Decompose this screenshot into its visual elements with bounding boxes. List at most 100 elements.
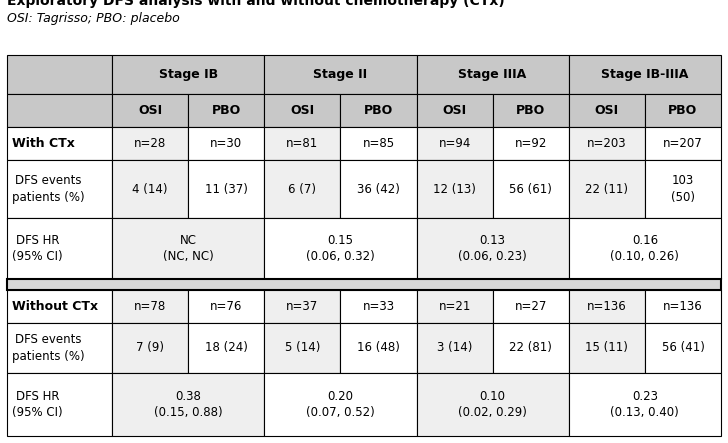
Text: 0.13
(0.06, 0.23): 0.13 (0.06, 0.23) — [458, 234, 527, 263]
Bar — [112, 218, 264, 279]
Text: DFS events
patients (%): DFS events patients (%) — [12, 174, 84, 204]
Text: OSI: Tagrisso; PBO: placebo: OSI: Tagrisso; PBO: placebo — [7, 12, 180, 25]
Text: 22 (81): 22 (81) — [510, 342, 552, 354]
Text: 18 (24): 18 (24) — [205, 342, 248, 354]
Bar — [341, 94, 416, 127]
Text: DFS events
patients (%): DFS events patients (%) — [12, 333, 84, 363]
Text: With CTx: With CTx — [12, 137, 75, 150]
Text: n=81: n=81 — [286, 137, 318, 150]
Text: OSI: OSI — [595, 104, 619, 117]
Bar — [645, 160, 721, 218]
Text: OSI: OSI — [138, 104, 162, 117]
Bar — [7, 55, 112, 94]
Bar — [112, 290, 188, 323]
Bar — [416, 290, 493, 323]
Bar — [264, 323, 341, 373]
Text: Stage IB: Stage IB — [159, 68, 218, 81]
Text: 0.16
(0.10, 0.26): 0.16 (0.10, 0.26) — [611, 234, 679, 263]
Text: OSI: OSI — [443, 104, 467, 117]
Bar — [112, 323, 188, 373]
Text: n=136: n=136 — [587, 300, 627, 313]
Text: PBO: PBO — [668, 104, 697, 117]
Bar — [264, 160, 341, 218]
Bar — [493, 160, 569, 218]
Bar — [264, 55, 416, 94]
Bar — [7, 160, 112, 218]
Text: Stage IB-IIIA: Stage IB-IIIA — [601, 68, 689, 81]
Text: 6 (7): 6 (7) — [288, 183, 316, 195]
Text: 0.10
(0.02, 0.29): 0.10 (0.02, 0.29) — [458, 390, 527, 419]
Bar — [7, 373, 112, 436]
Text: n=85: n=85 — [363, 137, 395, 150]
Text: 7 (9): 7 (9) — [136, 342, 164, 354]
Bar — [188, 323, 264, 373]
Text: DFS HR
(95% CI): DFS HR (95% CI) — [12, 390, 63, 419]
Bar — [645, 94, 721, 127]
Bar — [645, 127, 721, 160]
Text: 56 (41): 56 (41) — [662, 342, 705, 354]
Text: PBO: PBO — [364, 104, 393, 117]
Text: 36 (42): 36 (42) — [357, 183, 400, 195]
Bar — [645, 290, 721, 323]
Bar — [112, 373, 264, 436]
Bar — [569, 218, 721, 279]
Text: 103
(50): 103 (50) — [671, 174, 695, 204]
Text: DFS HR
(95% CI): DFS HR (95% CI) — [12, 234, 63, 263]
Text: n=92: n=92 — [515, 137, 547, 150]
Bar — [188, 94, 264, 127]
Text: n=203: n=203 — [587, 137, 627, 150]
Bar — [7, 323, 112, 373]
Bar — [569, 160, 645, 218]
Text: Exploratory DFS analysis with and without chemotherapy (CTx): Exploratory DFS analysis with and withou… — [7, 0, 505, 8]
Text: Stage II: Stage II — [313, 68, 368, 81]
Text: n=207: n=207 — [663, 137, 703, 150]
Bar — [7, 127, 112, 160]
Bar — [569, 127, 645, 160]
Bar — [493, 290, 569, 323]
Bar — [341, 323, 416, 373]
Bar — [416, 323, 493, 373]
Text: 5 (14): 5 (14) — [285, 342, 320, 354]
Bar — [569, 373, 721, 436]
Text: 0.15
(0.06, 0.32): 0.15 (0.06, 0.32) — [306, 234, 375, 263]
Bar — [7, 94, 112, 127]
Bar — [264, 94, 341, 127]
Bar — [188, 160, 264, 218]
Text: 22 (11): 22 (11) — [585, 183, 628, 195]
Text: 0.23
(0.13, 0.40): 0.23 (0.13, 0.40) — [611, 390, 679, 419]
Text: 56 (61): 56 (61) — [510, 183, 552, 195]
Bar — [112, 55, 264, 94]
Text: n=37: n=37 — [286, 300, 318, 313]
Text: Stage IIIA: Stage IIIA — [459, 68, 527, 81]
Text: 4 (14): 4 (14) — [132, 183, 168, 195]
Text: n=76: n=76 — [210, 300, 242, 313]
Text: n=30: n=30 — [210, 137, 242, 150]
Bar — [416, 373, 569, 436]
Text: n=94: n=94 — [438, 137, 471, 150]
Text: n=28: n=28 — [134, 137, 166, 150]
Bar — [341, 290, 416, 323]
Bar — [264, 127, 341, 160]
Bar — [7, 279, 721, 290]
Text: n=27: n=27 — [515, 300, 547, 313]
Bar — [569, 290, 645, 323]
Text: 11 (37): 11 (37) — [205, 183, 248, 195]
Text: Without CTx: Without CTx — [12, 300, 98, 313]
Text: n=21: n=21 — [438, 300, 471, 313]
Text: 12 (13): 12 (13) — [433, 183, 476, 195]
Bar — [416, 160, 493, 218]
Bar — [493, 94, 569, 127]
Text: n=33: n=33 — [363, 300, 395, 313]
Text: PBO: PBO — [212, 104, 241, 117]
Bar — [112, 127, 188, 160]
Bar — [112, 94, 188, 127]
Text: n=78: n=78 — [134, 300, 166, 313]
Bar — [264, 373, 416, 436]
Bar — [264, 290, 341, 323]
Bar — [112, 160, 188, 218]
Bar — [341, 127, 416, 160]
Text: NC
(NC, NC): NC (NC, NC) — [163, 234, 213, 263]
Text: 0.20
(0.07, 0.52): 0.20 (0.07, 0.52) — [306, 390, 375, 419]
Text: 0.38
(0.15, 0.88): 0.38 (0.15, 0.88) — [154, 390, 223, 419]
Bar — [645, 323, 721, 373]
